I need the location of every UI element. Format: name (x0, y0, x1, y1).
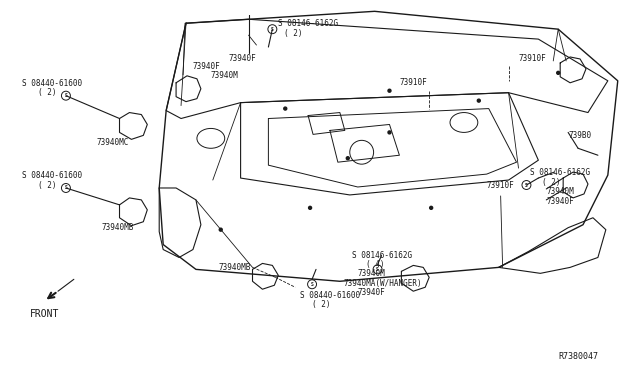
Text: S: S (376, 267, 379, 272)
Text: S 08146-6162G: S 08146-6162G (352, 251, 412, 260)
Circle shape (308, 206, 312, 209)
Text: 73940MB: 73940MB (102, 223, 134, 232)
Text: 73940M: 73940M (358, 269, 385, 278)
Circle shape (557, 71, 560, 74)
Text: ( 2): ( 2) (542, 177, 561, 186)
Text: 73940MC: 73940MC (97, 138, 129, 147)
Text: S: S (65, 93, 67, 98)
Text: S: S (65, 186, 67, 190)
Text: 73940F: 73940F (228, 54, 257, 64)
Text: 73940F: 73940F (193, 62, 221, 71)
Text: 73940MB: 73940MB (219, 263, 251, 272)
Text: 73940M: 73940M (211, 71, 239, 80)
Circle shape (284, 107, 287, 110)
Text: 73940MA(W/HANGER): 73940MA(W/HANGER) (344, 279, 422, 288)
Text: S: S (525, 183, 528, 187)
Circle shape (388, 89, 391, 92)
Text: 73940M: 73940M (547, 187, 574, 196)
Text: 73910F: 73910F (518, 54, 547, 64)
Text: S 08146-6162G: S 08146-6162G (278, 19, 339, 28)
Text: S 08440-61600: S 08440-61600 (22, 79, 83, 88)
Text: R7380047: R7380047 (558, 352, 598, 361)
Text: S 08440-61600: S 08440-61600 (22, 171, 83, 180)
Text: S 08146-6162G: S 08146-6162G (531, 168, 591, 177)
Text: 73910F: 73910F (399, 78, 427, 87)
Text: S: S (310, 282, 314, 287)
Circle shape (477, 99, 480, 102)
Circle shape (220, 228, 222, 231)
Text: ( 2): ( 2) (38, 180, 56, 189)
Text: ( 2): ( 2) (38, 88, 56, 97)
Text: ( 2): ( 2) (312, 299, 330, 309)
Text: ( 2): ( 2) (284, 29, 303, 38)
Text: 73940F: 73940F (547, 198, 574, 206)
Text: S: S (271, 27, 274, 32)
Circle shape (429, 206, 433, 209)
Circle shape (346, 157, 349, 160)
Text: S 08440-61600: S 08440-61600 (300, 291, 360, 300)
Text: FRONT: FRONT (30, 309, 60, 319)
Text: 73940F: 73940F (358, 288, 385, 297)
Text: ( 4): ( 4) (365, 260, 384, 269)
Text: 73910F: 73910F (487, 180, 515, 189)
Circle shape (388, 131, 391, 134)
Text: 739B0: 739B0 (568, 131, 591, 140)
